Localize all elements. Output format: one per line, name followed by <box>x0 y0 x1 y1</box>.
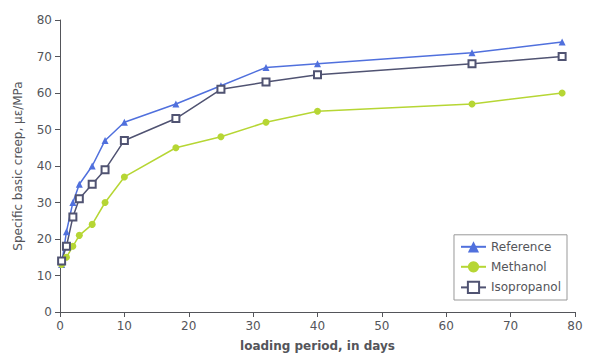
svg-text:60: 60 <box>439 319 454 333</box>
svg-text:20: 20 <box>181 319 196 333</box>
svg-text:50: 50 <box>374 319 389 333</box>
svg-text:Methanol: Methanol <box>491 260 547 274</box>
svg-text:loading period, in days: loading period, in days <box>240 339 395 353</box>
svg-text:80: 80 <box>567 319 582 333</box>
svg-text:80: 80 <box>37 13 52 27</box>
svg-text:30: 30 <box>37 196 52 210</box>
svg-text:10: 10 <box>37 269 52 283</box>
svg-text:30: 30 <box>245 319 260 333</box>
svg-text:20: 20 <box>37 232 52 246</box>
svg-text:40: 40 <box>37 159 52 173</box>
svg-text:60: 60 <box>37 86 52 100</box>
svg-text:40: 40 <box>310 319 325 333</box>
svg-text:70: 70 <box>503 319 518 333</box>
svg-text:70: 70 <box>37 50 52 64</box>
svg-text:Reference: Reference <box>491 240 551 254</box>
svg-text:0: 0 <box>56 319 64 333</box>
svg-text:50: 50 <box>37 123 52 137</box>
svg-text:Isopropanol: Isopropanol <box>491 280 561 294</box>
svg-text:Specific basic creep, με/MPa: Specific basic creep, με/MPa <box>11 81 25 250</box>
svg-text:10: 10 <box>117 319 132 333</box>
svg-text:0: 0 <box>44 305 52 319</box>
